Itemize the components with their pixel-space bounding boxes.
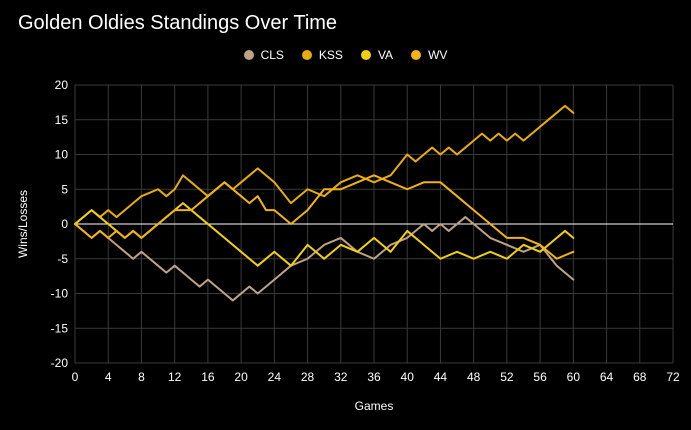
y-tick-label: 10 [55, 148, 69, 162]
x-tick-label: 52 [500, 370, 514, 384]
legend-swatch-kss [301, 50, 312, 60]
y-axis-label: Wins/Losses [16, 190, 30, 258]
x-tick-label: 48 [467, 370, 481, 384]
legend-label-kss: KSS [318, 48, 343, 62]
legend-item-va[interactable]: VA [360, 48, 394, 62]
x-tick-label: 24 [268, 370, 282, 384]
x-tick-label: 64 [600, 370, 614, 384]
y-axis-ticks: 20 15 10 5 0 -5 -10 -15 -20 [51, 78, 69, 370]
series-lines [74, 104, 575, 302]
x-tick-label: 20 [234, 370, 248, 384]
legend-label-va: VA [377, 48, 394, 62]
legend-swatch-cls [243, 50, 254, 60]
x-tick-label: 12 [168, 370, 182, 384]
x-tick-label: 32 [334, 370, 348, 384]
legend-swatch-va [360, 50, 371, 60]
legend-item-kss[interactable]: KSS [301, 48, 343, 62]
legend: CLS KSS VA WV [0, 48, 691, 62]
x-tick-label: 8 [138, 370, 145, 384]
y-tick-label: 0 [61, 217, 68, 231]
chart-title: Golden Oldies Standings Over Time [18, 12, 338, 34]
x-tick-label: 60 [567, 370, 581, 384]
series-line-va[interactable] [74, 202, 575, 267]
x-tick-label: 72 [666, 370, 680, 384]
x-tick-label: 68 [633, 370, 647, 384]
x-tick-label: 16 [201, 370, 215, 384]
series-line-cls[interactable] [74, 216, 575, 302]
y-tick-label: -10 [51, 287, 69, 301]
y-tick-label: 20 [55, 78, 69, 92]
x-axis-ticks: 0 4 8 12 16 20 24 28 32 36 40 44 48 52 56 60 64 68 72 [72, 370, 680, 384]
series-line-wv[interactable] [74, 174, 575, 260]
x-tick-label: 28 [301, 370, 315, 384]
x-tick-label: 40 [401, 370, 415, 384]
legend-swatch-wv [411, 50, 422, 60]
x-tick-label: 56 [533, 370, 547, 384]
x-tick-label: 36 [367, 370, 381, 384]
series-line-kss[interactable] [74, 104, 575, 225]
y-tick-label: -20 [51, 356, 69, 370]
legend-label-cls: CLS [260, 48, 284, 62]
legend-item-cls[interactable]: CLS [243, 48, 284, 62]
x-tick-label: 4 [105, 370, 112, 384]
y-tick-label: 5 [61, 182, 68, 196]
legend-item-wv[interactable]: WV [411, 48, 447, 62]
legend-label-wv: WV [428, 48, 448, 62]
y-tick-label: -15 [51, 321, 69, 335]
x-tick-label: 0 [72, 370, 79, 384]
x-tick-label: 44 [434, 370, 448, 384]
y-tick-label: -5 [57, 252, 68, 266]
x-axis-label: Games [355, 399, 394, 413]
y-tick-label: 15 [55, 113, 69, 127]
